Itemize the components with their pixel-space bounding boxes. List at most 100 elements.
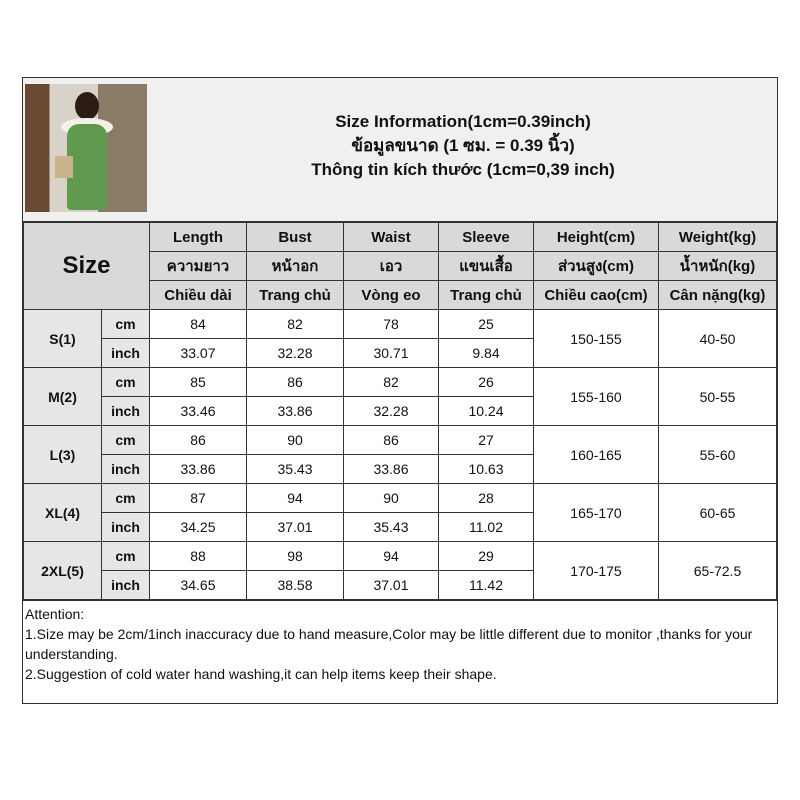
- column-header: เอว: [343, 251, 439, 281]
- table-row: M(2) cm 85 86 82 26 155-160 50-55: [23, 367, 777, 426]
- measurement-cell: 35.43: [343, 512, 439, 542]
- size-label: Size: [23, 222, 150, 310]
- column-header: หน้าอก: [246, 251, 344, 281]
- column-header: Sleeve: [438, 222, 534, 252]
- weight-range: 55-60: [658, 425, 777, 484]
- height-range: 160-165: [533, 425, 659, 484]
- measurement-cell: 34.25: [149, 512, 247, 542]
- measurement-cell: 11.42: [438, 570, 534, 600]
- measurement-cell: 33.07: [149, 338, 247, 368]
- measurement-cell: 33.86: [149, 454, 247, 484]
- unit-label: cm: [101, 541, 150, 571]
- size-name: S(1): [23, 309, 102, 368]
- table-row: inch 34.65 38.58 37.01 11.42: [24, 570, 777, 600]
- column-header: Waist: [343, 222, 439, 252]
- height-range: 150-155: [533, 309, 659, 368]
- header-row: ความยาว หน้าอก เอว แขนเสื้อ ส่วนสูง(cm) น้ำหน…: [24, 251, 777, 281]
- measurement-cell: 26: [438, 367, 534, 397]
- measurement-cell: 25: [438, 309, 534, 339]
- size-name: M(2): [23, 367, 102, 426]
- table-row: S(1) cm 84 82 78 25 150-155 40-50: [23, 309, 777, 368]
- product-photo: [25, 84, 147, 212]
- weight-range: 40-50: [658, 309, 777, 368]
- unit-label: inch: [101, 512, 150, 542]
- unit-label: cm: [101, 367, 150, 397]
- height-range: 155-160: [533, 367, 659, 426]
- measurement-cell: 33.86: [343, 454, 439, 484]
- measurement-cell: 30.71: [343, 338, 439, 368]
- attention-note-1: 1.Size may be 2cm/1inch inaccuracy due t…: [25, 626, 753, 662]
- measurement-cell: 35.43: [246, 454, 344, 484]
- measurement-cell: 86: [246, 367, 344, 397]
- measurement-cell: 32.28: [343, 396, 439, 426]
- column-header: น้ำหนัก(kg): [658, 251, 777, 281]
- weight-range: 60-65: [658, 483, 777, 542]
- unit-label: inch: [101, 396, 150, 426]
- table-row: 2XL(5) cm 88 98 94 29 170-175 65-72.5: [23, 541, 777, 600]
- table-row: inch 33.07 32.28 30.71 9.84: [24, 338, 777, 368]
- size-chart: Size Information(1cm=0.39inch) ข้อมูลขนา…: [22, 77, 778, 704]
- measurement-cell: 90: [343, 483, 439, 513]
- column-header: Weight(kg): [658, 222, 777, 252]
- measurement-cell: 29: [438, 541, 534, 571]
- size-table: Size Length Bust Waist Sleeve Height(cm) Weigh…: [23, 222, 777, 600]
- measurement-cell: 10.63: [438, 454, 534, 484]
- measurement-cell: 10.24: [438, 396, 534, 426]
- header-row: Size Length Bust Waist Sleeve Height(cm) Weigh…: [23, 222, 777, 310]
- unit-label: cm: [101, 425, 150, 455]
- unit-label: inch: [101, 338, 150, 368]
- measurement-cell: 27: [438, 425, 534, 455]
- column-header: Height(cm): [533, 222, 659, 252]
- column-header: Cân nặng(kg): [658, 280, 777, 310]
- weight-range: 65-72.5: [658, 541, 777, 600]
- column-header: Chiều dài: [149, 280, 247, 310]
- title-thai: ข้อมูลขนาด (1 ซม. = 0.39 นิ้ว): [351, 136, 575, 155]
- table-row: L(3) cm 86 90 86 27 160-165 55-60: [23, 425, 777, 484]
- measurement-cell: 33.46: [149, 396, 247, 426]
- unit-label: cm: [101, 309, 150, 339]
- height-range: 170-175: [533, 541, 659, 600]
- attention-heading: Attention:: [25, 606, 85, 622]
- column-header: Vòng eo: [343, 280, 439, 310]
- chart-title: Size Information(1cm=0.39inch) ข้อมูลขนา…: [149, 110, 777, 182]
- measurement-cell: 87: [149, 483, 247, 513]
- measurement-cell: 37.01: [246, 512, 344, 542]
- column-header: Chiều cao(cm): [533, 280, 659, 310]
- measurement-cell: 11.02: [438, 512, 534, 542]
- measurement-cell: 37.01: [343, 570, 439, 600]
- size-name: XL(4): [23, 483, 102, 542]
- attention-note-2: 2.Suggestion of cold water hand washing,…: [25, 666, 497, 682]
- title-english: Size Information(1cm=0.39inch): [335, 112, 591, 131]
- column-header: Length: [149, 222, 247, 252]
- column-header: Bust: [246, 222, 344, 252]
- header-row: Chiều dài Trang chủ Vòng eo Trang chủ Chiều …: [24, 280, 777, 310]
- measurement-cell: 78: [343, 309, 439, 339]
- measurement-cell: 33.86: [246, 396, 344, 426]
- column-header: ส่วนสูง(cm): [533, 251, 659, 281]
- measurement-cell: 90: [246, 425, 344, 455]
- table-row: XL(4) cm 87 94 90 28 165-170 60-65: [23, 483, 777, 542]
- measurement-cell: 85: [149, 367, 247, 397]
- column-header: ความยาว: [149, 251, 247, 281]
- measurement-cell: 94: [343, 541, 439, 571]
- attention-notes: Attention: 1.Size may be 2cm/1inch inacc…: [23, 600, 777, 703]
- measurement-cell: 38.58: [246, 570, 344, 600]
- height-range: 165-170: [533, 483, 659, 542]
- column-header: Trang chủ: [438, 280, 534, 310]
- measurement-cell: 86: [149, 425, 247, 455]
- chart-header: Size Information(1cm=0.39inch) ข้อมูลขนา…: [23, 78, 777, 222]
- title-vietnamese: Thông tin kích thước (1cm=0,39 inch): [311, 160, 615, 179]
- measurement-cell: 86: [343, 425, 439, 455]
- unit-label: inch: [101, 570, 150, 600]
- column-header: Trang chủ: [246, 280, 344, 310]
- measurement-cell: 28: [438, 483, 534, 513]
- unit-label: cm: [101, 483, 150, 513]
- size-name: 2XL(5): [23, 541, 102, 600]
- measurement-cell: 98: [246, 541, 344, 571]
- weight-range: 50-55: [658, 367, 777, 426]
- measurement-cell: 34.65: [149, 570, 247, 600]
- measurement-cell: 32.28: [246, 338, 344, 368]
- unit-label: inch: [101, 454, 150, 484]
- table-row: inch 33.46 33.86 32.28 10.24: [24, 396, 777, 426]
- measurement-cell: 9.84: [438, 338, 534, 368]
